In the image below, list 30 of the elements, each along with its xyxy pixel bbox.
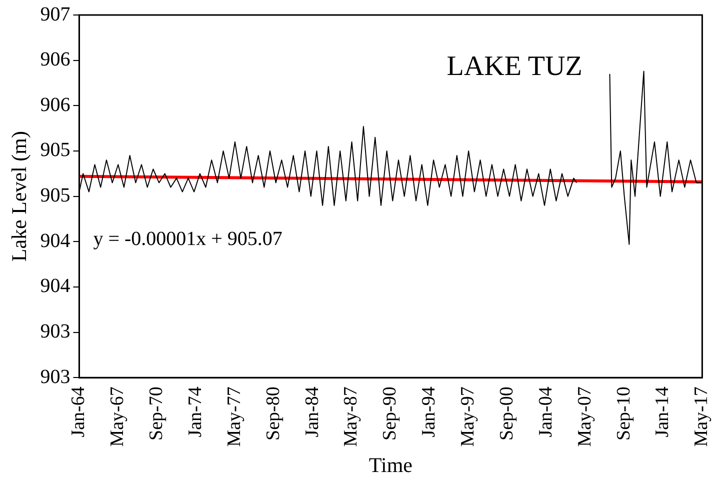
x-tick-label: Sep-90	[380, 386, 401, 440]
x-tick-label: Jan-04	[535, 386, 556, 438]
x-tick-label: May-17	[691, 386, 712, 447]
y-axis-title: Lake Level (m)	[7, 131, 32, 262]
x-tick-label: Jan-74	[184, 386, 206, 438]
x-tick-label: Jan-64	[68, 386, 90, 438]
y-tick-label: 906	[40, 94, 70, 116]
y-tick-label: 905	[40, 139, 70, 162]
x-tick-label: Jan-94	[418, 386, 440, 438]
x-axis-title: Time	[368, 452, 412, 477]
x-tick-label: May-07	[574, 386, 596, 447]
x-tick-label: Jan-14	[652, 386, 674, 438]
x-tick-label: Sep-10	[613, 386, 634, 440]
y-tick-label: 905	[40, 184, 70, 207]
x-tick-label: May-77	[224, 386, 245, 447]
x-tick-label: Sep-80	[262, 386, 284, 440]
y-tick-label: 904	[40, 275, 70, 298]
x-tick-label: May-87	[340, 386, 362, 447]
x-tick-label: May-97	[458, 386, 479, 447]
y-tick-label: 904	[40, 230, 70, 252]
y-tick-label: 903	[40, 366, 70, 388]
annotation: LAKE TUZ	[446, 51, 582, 82]
x-tick-label: Jan-84	[302, 386, 323, 438]
y-tick-label: 907	[40, 3, 70, 26]
y-tick-label: 906	[40, 48, 70, 71]
x-tick-label: Sep-00	[496, 386, 518, 440]
annotation: y = -0.00001x + 905.07	[93, 228, 282, 250]
x-tick-label: May-67	[107, 386, 128, 447]
x-tick-label: Sep-70	[146, 386, 168, 440]
y-tick-label: 903	[40, 320, 70, 343]
